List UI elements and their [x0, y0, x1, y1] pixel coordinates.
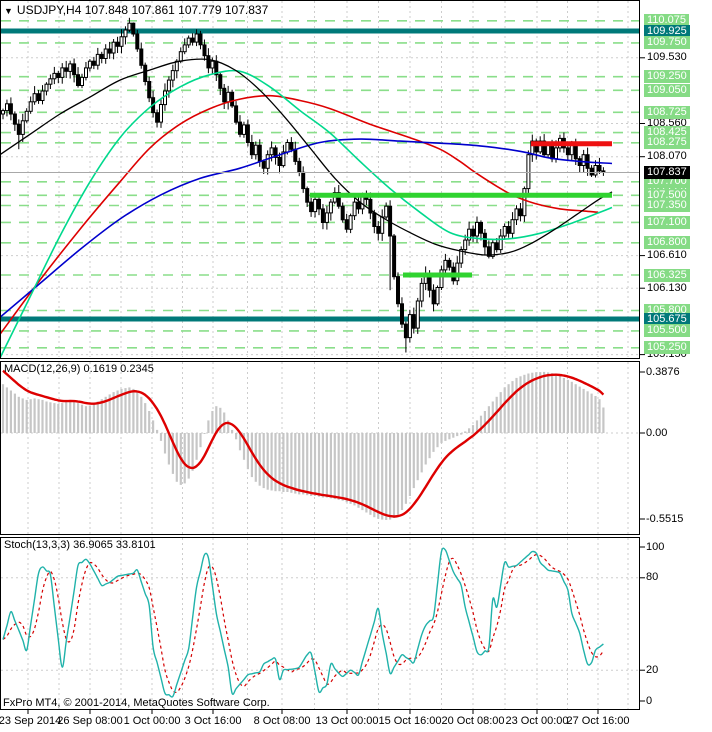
price-level-label: 109.925 [644, 24, 690, 38]
price-level-label: 107.100 [644, 215, 690, 229]
price-level-label: 108.275 [644, 136, 690, 150]
price-level-label: 108.425 [644, 126, 690, 140]
time-tick-label: 13 Oct 00:00 [315, 715, 379, 727]
time-tick-label: 23 Sep 2014 [0, 715, 62, 727]
time-tick-label: 27 Oct 16:00 [566, 715, 630, 727]
time-tick-label: 1 Oct 00:00 [123, 715, 181, 727]
copyright-text: FxPro MT4, © 2001-2014, MetaQuotes Softw… [3, 697, 270, 709]
stoch-scale-label: 80 [646, 571, 659, 584]
macd-scale-label: 0.00 [646, 426, 668, 439]
current-price-label: 107.837 [644, 166, 690, 179]
time-tick-label: 3 Oct 16:00 [184, 715, 242, 727]
ma-line-springgreen [0, 69, 613, 359]
time-tick-label: 20 Oct 08:00 [441, 715, 505, 727]
time-tick-label: 15 Oct 16:00 [378, 715, 442, 727]
price-level-label: 105.500 [644, 324, 690, 338]
time-tick-label: 8 Oct 08:00 [253, 715, 311, 727]
price-level-label: 106.610 [647, 249, 687, 262]
macd-scale-label: -0.5515 [646, 512, 684, 525]
price-level-label: 108.070 [647, 150, 687, 163]
ma-line-black [0, 58, 613, 256]
price-level-label: 108.725 [644, 105, 690, 119]
price-level-label: 107.350 [644, 199, 690, 212]
stoch-indicator-label: Stoch(13,3,3) 36.9065 33.8101 [4, 539, 156, 551]
ma-line-blue [0, 138, 613, 318]
stoch-scale-label: 100 [646, 540, 665, 553]
price-level-label: 105.675 [644, 312, 690, 326]
time-tick-label: 26 Sep 08:00 [57, 715, 123, 727]
price-level-label: 109.050 [644, 83, 690, 97]
price-level-label: 106.130 [647, 281, 687, 294]
symbol-dropdown-icon: ▼ [4, 6, 13, 16]
macd-scale-label: 0.3876 [646, 365, 680, 378]
price-level-label: 106.325 [644, 268, 690, 282]
stoch-signal-line [2, 553, 604, 694]
chart-title-text: USDJPY,H4 107.848 107.861 107.779 107.83… [16, 3, 269, 17]
macd-signal-line [2, 369, 605, 518]
stoch-scale-label: 0 [646, 694, 653, 707]
price-level-label: 109.750 [644, 36, 690, 50]
price-level-label: 109.250 [644, 70, 690, 84]
price-level-label: 107.500 [644, 188, 690, 202]
stoch-main-line [2, 547, 604, 698]
stoch-scale-label: 20 [646, 663, 659, 676]
price-level-label: 108.560 [647, 117, 687, 129]
price-level-label: 105.250 [644, 341, 690, 355]
price-level-label: 106.800 [644, 236, 690, 250]
chart-title: ▼ USDJPY,H4 107.848 107.861 107.779 107.8… [4, 3, 268, 17]
ma-line-red [0, 94, 599, 335]
time-tick-label: 23 Oct 00:00 [505, 715, 569, 727]
price-level-label: 110.075 [644, 14, 689, 28]
price-level-label: 109.530 [647, 51, 687, 64]
macd-indicator-label: MACD(12,26,9) 0.1619 0.2345 [4, 363, 154, 375]
